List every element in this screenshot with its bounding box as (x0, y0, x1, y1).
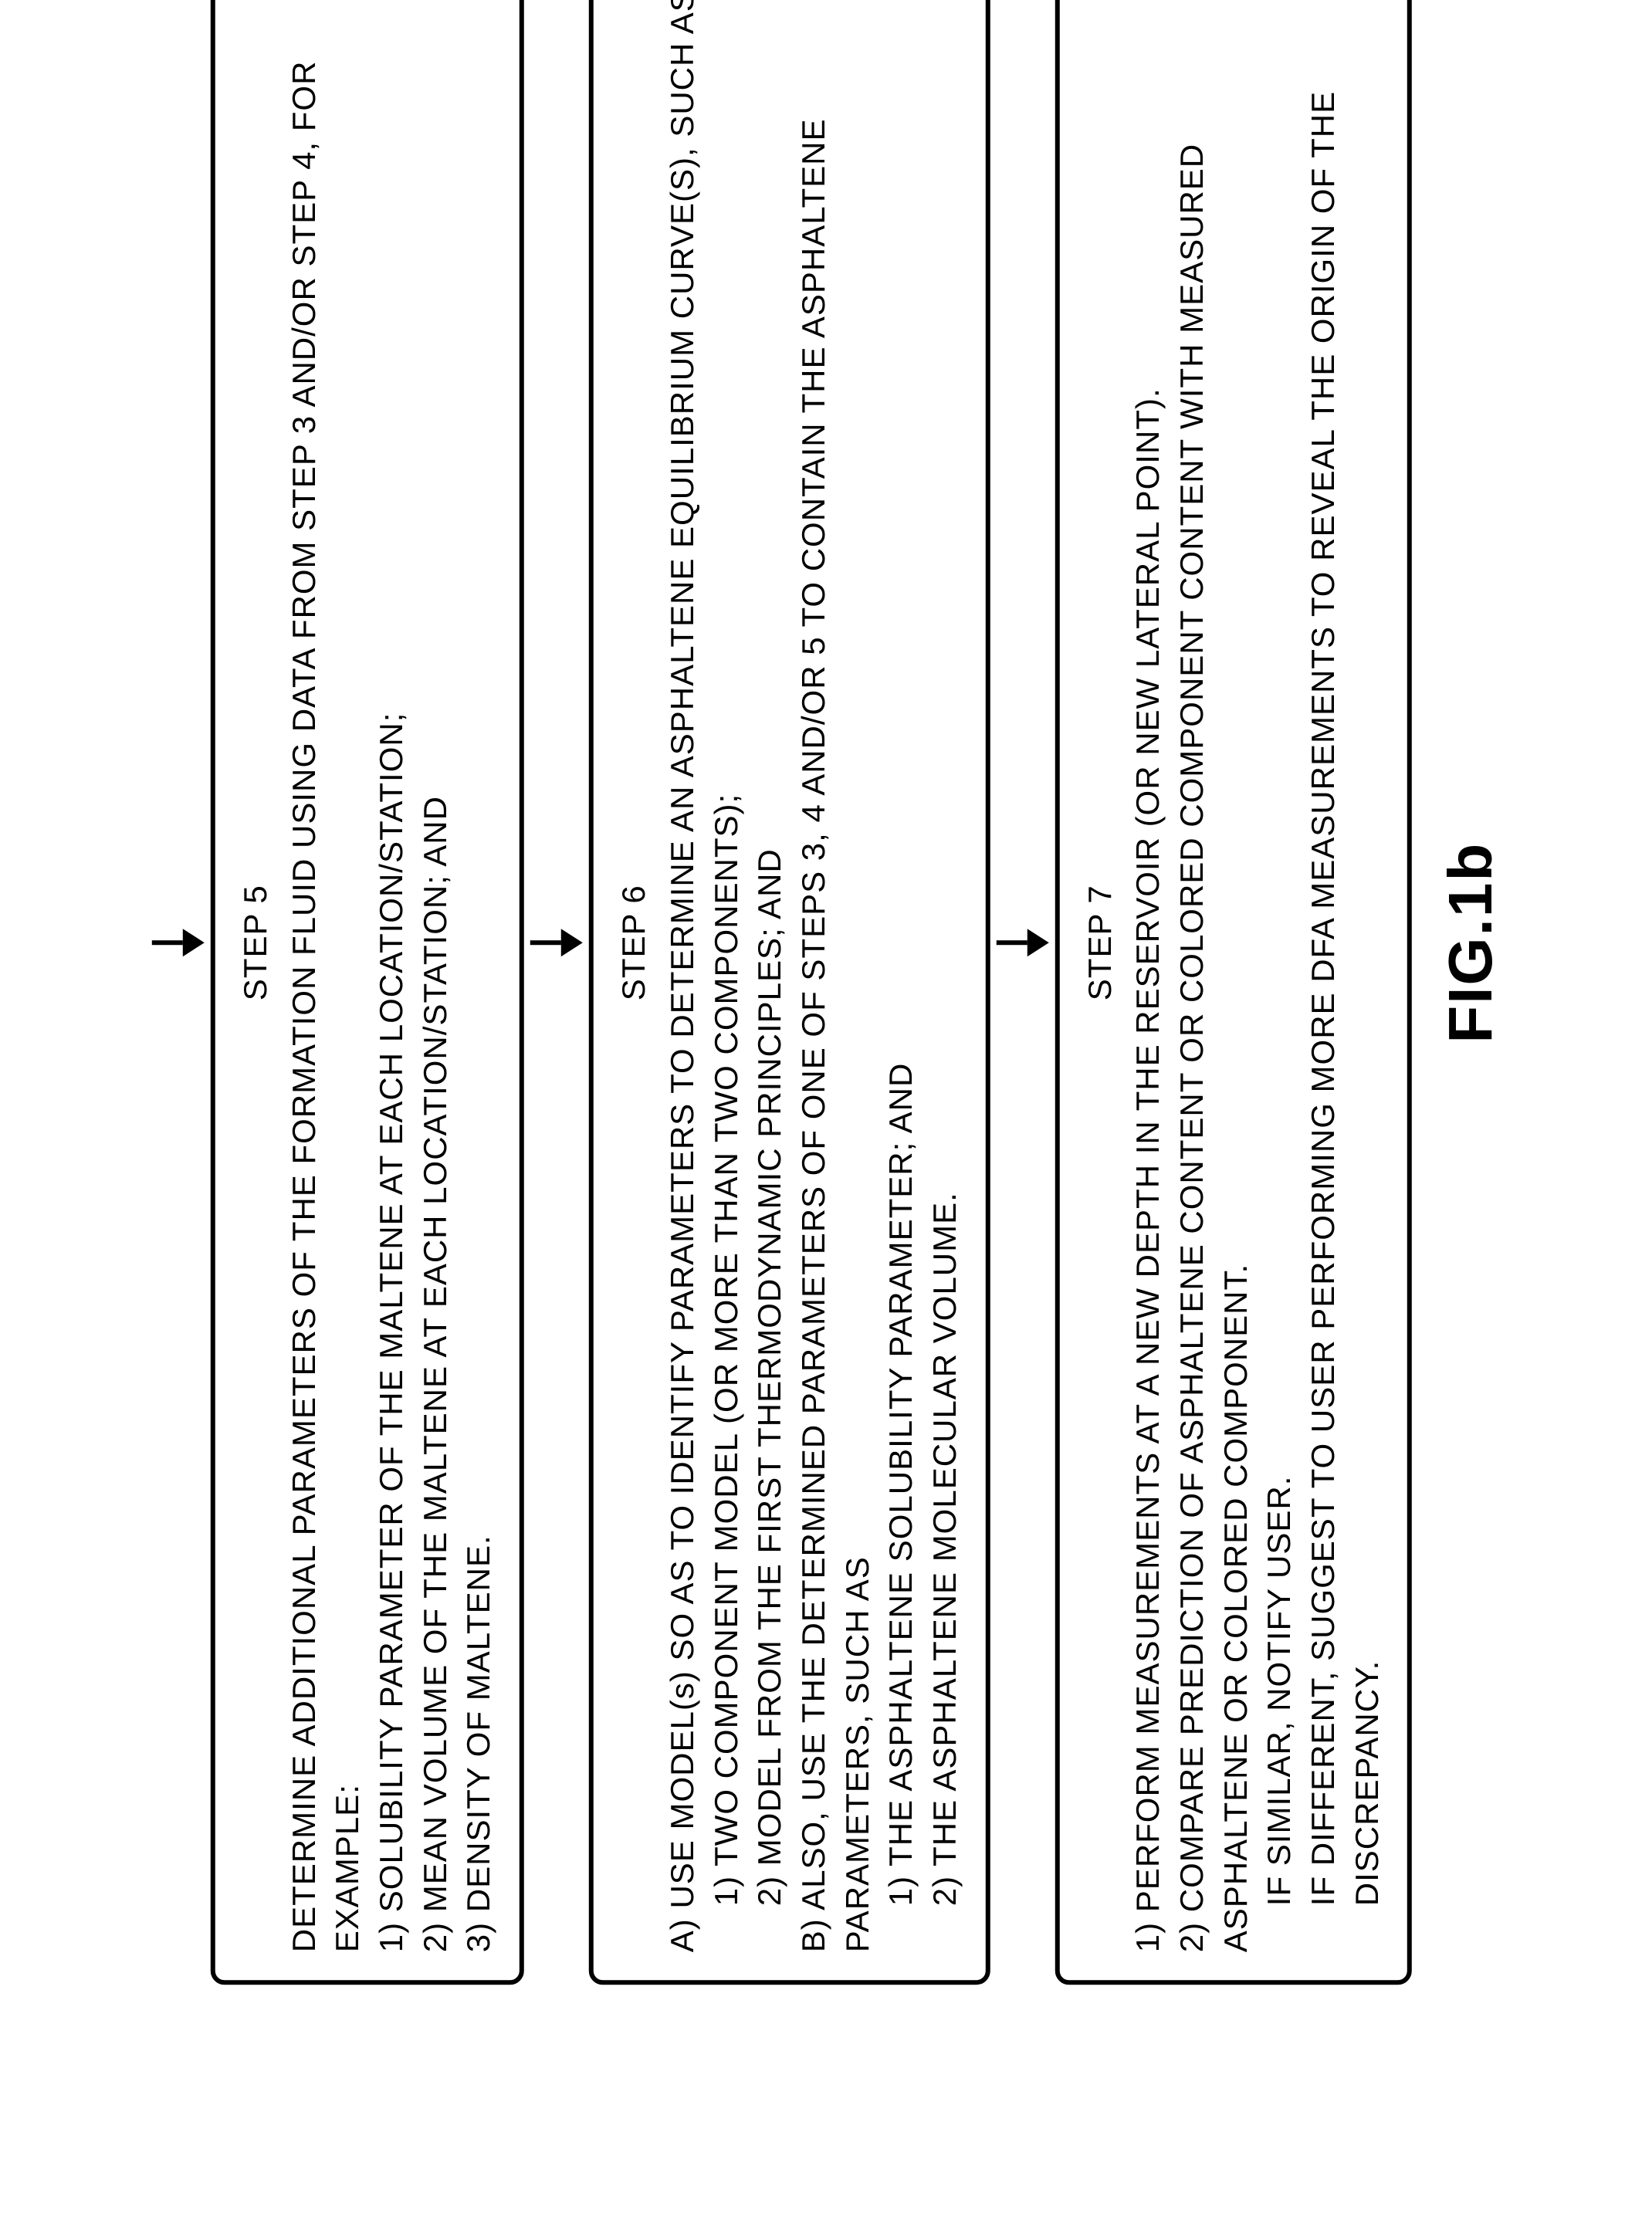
step-6-line-4: 1) THE ASPHALTENE SOLUBILITY PARAMETER; … (879, 0, 923, 1952)
step-6-line-2: 2) MODEL FROM THE FIRST THERMODYNAMIC PR… (748, 0, 792, 1952)
step-6-line-3: B) ALSO, USE THE DETERMINED PARAMETERS O… (792, 0, 879, 1952)
step-7-line-2: IF SIMILAR, NOTIFY USER. (1258, 0, 1302, 1952)
step-7-box: STEP 7 1) PERFORM MEASUREMENTS AT A NEW … (1055, 0, 1412, 1985)
step-6-line-5: 2) THE ASPHALTENE MOLECULAR VOLUME. (923, 0, 967, 1952)
figure-label: FIG.1b (1435, 842, 1506, 1044)
step-5-box: STEP 5 DETERMINE ADDITIONAL PARAMETERS O… (211, 0, 524, 1985)
step-7-line-3: IF DIFFERENT, SUGGEST TO USER PERFORMING… (1302, 0, 1389, 1952)
step-5-line-3: 3) DENSITY OF MALTENE. (457, 0, 501, 1952)
step-7-line-1: 2) COMPARE PREDICTION OF ASPHALTENE CONT… (1170, 0, 1258, 1952)
step-5-line-2: 2) MEAN VOLUME OF THE MALTENE AT EACH LO… (414, 0, 458, 1952)
step-6-box: STEP 6 A) USE MODEL(s) SO AS TO IDENTIFY… (589, 0, 990, 1985)
step-5-line-1: 1) SOLUBILITY PARAMETER OF THE MALTENE A… (370, 0, 414, 1952)
arrow-5-6 (530, 929, 583, 956)
step-6-title: STEP 6 (612, 0, 656, 1952)
step-6-line-0: A) USE MODEL(s) SO AS TO IDENTIFY PARAME… (661, 0, 705, 1952)
flowchart-container: STEP 5 DETERMINE ADDITIONAL PARAMETERS O… (146, 0, 1506, 1985)
step-7-line-0: 1) PERFORM MEASUREMENTS AT A NEW DEPTH I… (1126, 0, 1170, 1952)
step-5-title: STEP 5 (234, 0, 278, 1952)
step-6-line-1: 1) TWO COMPONENT MODEL (OR MORE THAN TWO… (704, 0, 748, 1952)
arrow-in (152, 929, 205, 956)
step-7-title: STEP 7 (1078, 0, 1122, 1952)
step-5-line-0: DETERMINE ADDITIONAL PARAMETERS OF THE F… (282, 0, 369, 1952)
arrow-6-7 (996, 929, 1048, 956)
